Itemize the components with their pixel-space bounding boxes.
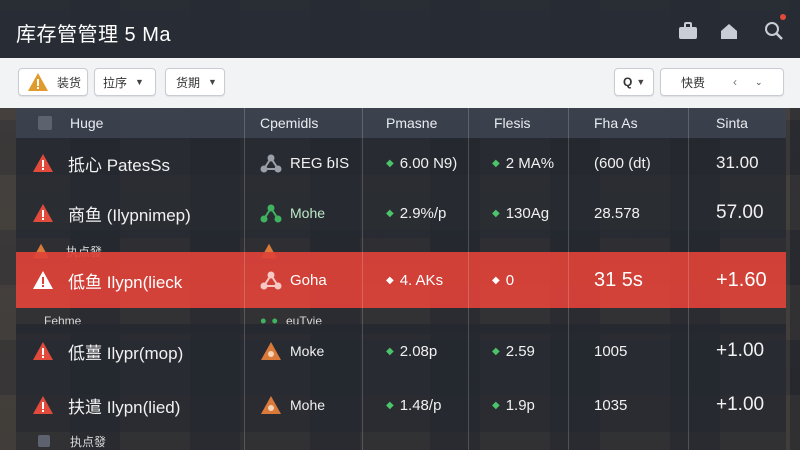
up-arrow-icon: ◆	[386, 399, 394, 411]
fee-value: 28.578	[594, 204, 640, 222]
sub-label: 执点發	[70, 434, 107, 449]
total-value: 31.00	[716, 153, 759, 172]
sort-dropdown[interactable]: 拉序 ▼	[94, 68, 156, 96]
category: Goha	[290, 271, 327, 289]
sort-dropdown-label: 拉序	[103, 75, 128, 90]
column-header[interactable]: Sinta	[716, 115, 748, 131]
table-subrow: 执点發	[16, 432, 786, 450]
node-icon	[261, 342, 281, 360]
column-header[interactable]: Pmasne	[386, 115, 438, 131]
app-title: 库存管管理 5 Ma	[16, 24, 172, 46]
toolbar: 装货 拉序 ▼ 货期 ▼ Q ▼ 快费 ‹ ⌄	[0, 58, 800, 108]
alert-triangle-icon	[33, 342, 53, 360]
alert-triangle-icon	[33, 204, 53, 222]
alert-triangle-icon	[33, 154, 53, 172]
fee-select-label: 快费	[681, 75, 706, 90]
total-value: 57.00	[716, 202, 764, 223]
category: Mohe	[290, 397, 326, 413]
item-name: 低薑 Ilypr(mop)	[68, 343, 184, 363]
alert-triangle-icon	[33, 271, 53, 289]
stock-value: 1.48/p	[399, 396, 442, 414]
alert-triangle-icon	[33, 396, 53, 414]
item-name: 抵心 PatesSs	[68, 155, 171, 175]
network-icon	[260, 318, 278, 324]
total-value: +1.60	[716, 268, 767, 291]
category: REG ɓIS	[290, 154, 350, 172]
column-header[interactable]: Flesis	[494, 115, 531, 131]
fee-select[interactable]: 快费 ‹ ⌄	[660, 68, 784, 96]
fee-value: 1005	[594, 342, 628, 360]
table-row-highlighted[interactable]: 低鱼 Ilypn(lieck Goha ◆ 4. AKs ◆ 0 31 5s +1.…	[16, 252, 786, 308]
select-all-checkbox[interactable]	[38, 116, 52, 130]
fee-value: 31 5s	[594, 268, 643, 291]
table-row[interactable]: 商鱼 (Ilypnimep) Mohe ◆ 2.9%/p ◆ 130Ag 28.57…	[16, 188, 786, 238]
up-arrow-icon: ◆	[386, 207, 394, 219]
inventory-table: Huge Cpemidls Pmasne Flesis Fha As Sinta…	[16, 108, 786, 450]
shipment-button-label: 装货	[57, 75, 82, 90]
briefcase-icon[interactable]	[676, 20, 700, 42]
chevron-down-icon: ▼	[208, 77, 217, 87]
column-divider	[688, 108, 689, 450]
fee-value: 1035	[594, 396, 628, 414]
change-value: 1.9p	[505, 396, 535, 414]
home-icon[interactable]	[717, 20, 741, 42]
table-row[interactable]: 扶遣 Ilypn(lied) Mohe ◆ 1.48/p ◆ 1.9p 1035 +…	[16, 378, 786, 432]
chevron-down-icon: ⌄	[755, 76, 763, 87]
date-dropdown[interactable]: 货期 ▼	[165, 68, 225, 96]
chevron-down-icon: ▼	[636, 77, 646, 87]
stock-value: 2.9%/p	[399, 204, 447, 222]
change-value: 130Ag	[505, 204, 550, 222]
fee-select-suffix: ‹	[733, 75, 738, 89]
table-row[interactable]: 低薑 Ilypr(mop) Moke ◆ 2.08p ◆ 2.59 1005 +1.…	[16, 324, 786, 378]
item-name: 低鱼 Ilypn(lieck	[68, 272, 183, 292]
item-name: 扶遣 Ilypn(lied)	[68, 397, 181, 417]
title-bar: 库存管管理 5 Ma	[0, 0, 800, 58]
column-divider	[244, 108, 245, 450]
item-name: 商鱼 (Ilypnimep)	[68, 205, 191, 225]
stock-value: 2.08p	[399, 342, 438, 360]
fee-value: (600 (dt)	[594, 154, 651, 172]
up-arrow-icon: ◆	[386, 345, 394, 357]
network-icon	[260, 154, 282, 173]
node-icon	[261, 396, 281, 414]
stock-value: 6.00 N9)	[399, 154, 458, 172]
stock-value: 4. AKs	[399, 271, 444, 289]
network-icon	[260, 271, 282, 290]
column-divider	[362, 108, 363, 450]
total-value: +1.00	[716, 394, 765, 415]
up-arrow-icon: ◆	[386, 157, 394, 169]
search-filter-label: Q	[623, 75, 633, 89]
up-arrow-icon: ◆	[492, 399, 500, 411]
column-divider	[568, 108, 569, 450]
search-filter-dropdown[interactable]: Q ▼	[614, 68, 654, 96]
table-row[interactable]: 抵心 PatesSs REG ɓIS ◆ 6.00 N9) ◆ 2 MA% (600…	[16, 138, 786, 188]
network-icon	[260, 204, 282, 223]
date-dropdown-label: 货期	[176, 75, 201, 90]
column-header[interactable]: Huge	[70, 115, 104, 131]
up-arrow-icon: ◆	[492, 207, 500, 219]
category: Mohe	[290, 205, 326, 221]
notification-dot	[780, 14, 786, 20]
column-header[interactable]: Fha As	[594, 115, 638, 131]
chevron-down-icon: ▼	[135, 77, 144, 87]
table-header: Huge Cpemidls Pmasne Flesis Fha As Sinta	[16, 108, 786, 138]
total-value: +1.00	[716, 340, 765, 361]
search-icon[interactable]	[762, 14, 786, 42]
row-checkbox[interactable]	[38, 435, 50, 447]
column-header[interactable]: Cpemidls	[260, 115, 319, 131]
category: Moke	[290, 343, 325, 359]
change-value: 2.59	[505, 342, 535, 360]
diamond-icon: ◆	[492, 274, 500, 286]
change-value: 0	[505, 271, 515, 289]
up-arrow-icon: ◆	[492, 345, 500, 357]
shipment-button[interactable]: 装货	[18, 68, 88, 96]
column-divider	[468, 108, 469, 450]
warning-icon	[28, 73, 48, 91]
up-arrow-icon: ◆	[492, 157, 500, 169]
diamond-icon: ◆	[386, 274, 394, 286]
change-value: 2 MA%	[505, 154, 555, 172]
